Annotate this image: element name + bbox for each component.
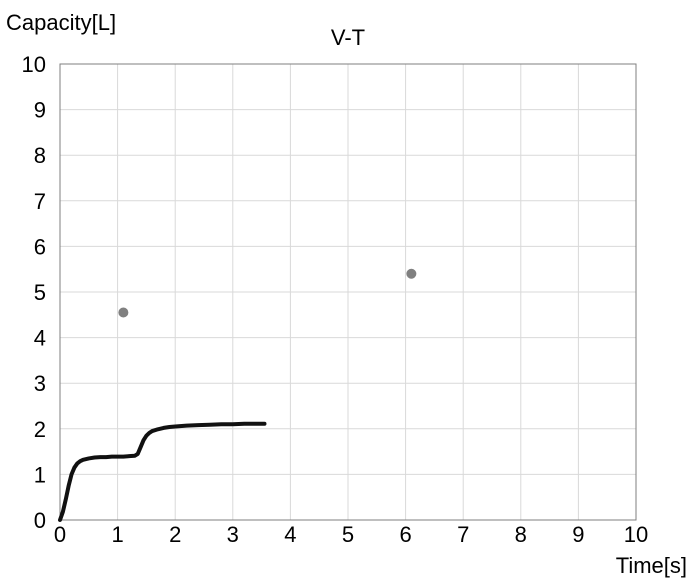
x-tick-label: 5 [342,522,354,547]
grid-lines [60,64,636,520]
x-tick-label: 4 [284,522,296,547]
x-tick-label: 8 [515,522,527,547]
scatter-point [406,268,417,279]
y-tick-label: 10 [22,52,46,77]
scatter-point [118,307,129,318]
x-axis-label: Time[s] [616,553,687,578]
y-tick-label: 9 [34,98,46,123]
y-tick-label: 3 [34,371,46,396]
y-tick-label: 8 [34,143,46,168]
chart-title: V-T [331,25,365,50]
x-tick-label: 10 [624,522,648,547]
x-tick-label: 9 [572,522,584,547]
y-tick-label: 4 [34,326,46,351]
x-tick-label: 1 [111,522,123,547]
x-tick-label: 3 [227,522,239,547]
x-tick-label: 2 [169,522,181,547]
y-tick-label: 2 [34,417,46,442]
x-tick-label: 7 [457,522,469,547]
x-axis-ticks: 0 1 2 3 4 5 6 7 8 9 10 [54,522,648,547]
series-line [58,421,267,522]
y-tick-label: 7 [34,189,46,214]
y-axis-label: Capacity[L] [6,10,116,35]
plot-area-border [59,63,637,521]
y-axis-ticks: 0 1 2 3 4 5 6 7 8 9 10 [22,52,46,533]
series-layer [58,268,417,522]
x-tick-label: 6 [399,522,411,547]
y-tick-label: 0 [34,508,46,533]
y-tick-label: 6 [34,234,46,259]
y-tick-label: 1 [34,462,46,487]
y-tick-label: 5 [34,280,46,305]
x-tick-label: 0 [54,522,66,547]
